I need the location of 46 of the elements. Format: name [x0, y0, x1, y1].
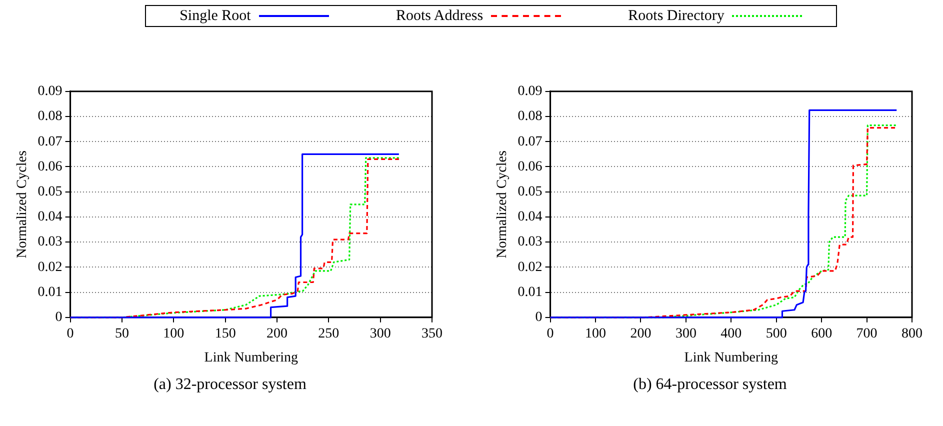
- x-tick-label: 600: [811, 326, 832, 342]
- x-tick-label: 700: [856, 326, 878, 342]
- y-tick-label: 0.05: [518, 184, 542, 200]
- x-tick-label: 200: [266, 326, 288, 342]
- y-tick-label: 0.05: [38, 184, 62, 200]
- x-tick-label: 100: [585, 326, 606, 342]
- x-tick-label: 200: [630, 326, 652, 342]
- y-tick-label: 0: [55, 310, 62, 326]
- y-tick-label: 0.06: [518, 159, 542, 174]
- x-tick-label: 800: [902, 326, 922, 342]
- y-tick-label: 0.03: [518, 234, 542, 250]
- y-tick-label: 0.03: [38, 234, 62, 250]
- y-tick-label: 0.09: [38, 84, 62, 100]
- x-tick-label: 300: [370, 326, 391, 342]
- y-tick-label: 0.08: [38, 109, 62, 124]
- y-tick-label: 0.04: [38, 210, 62, 225]
- x-tick-label: 350: [422, 326, 442, 342]
- y-tick-label: 0.07: [518, 134, 542, 150]
- y-tick-label: 0.06: [38, 159, 62, 174]
- x-tick-label: 0: [546, 326, 554, 342]
- legend-label: Roots Directory: [628, 8, 724, 24]
- x-tick-label: 250: [318, 326, 340, 342]
- y-tick-label: 0: [535, 310, 542, 326]
- x-tick-label: 300: [675, 326, 696, 342]
- y-tick-label: 0.09: [518, 84, 542, 100]
- y-tick-label: 0.07: [38, 134, 62, 150]
- x-axis-title: Link Numbering: [204, 350, 298, 366]
- x-tick-label: 150: [214, 326, 236, 342]
- text: (a) 32-processor system: [152, 376, 308, 394]
- text: (b) 64-processor system: [632, 376, 788, 394]
- y-tick-label: 0.01: [518, 284, 542, 300]
- y-tick-label: 0.01: [38, 284, 62, 300]
- y-axis-title: Normalized Cycles: [15, 150, 30, 258]
- y-tick-label: 0.02: [518, 260, 542, 275]
- legend-label: Roots Address: [396, 8, 484, 24]
- x-tick-label: 500: [766, 326, 787, 342]
- y-axis-title: Normalized Cycles: [495, 150, 510, 258]
- legend-label: Single Root: [180, 8, 251, 24]
- x-tick-label: 400: [720, 326, 742, 342]
- y-tick-label: 0.08: [518, 109, 542, 124]
- y-tick-label: 0.02: [38, 260, 62, 275]
- x-tick-label: 100: [163, 326, 184, 342]
- x-axis-title: Link Numbering: [684, 350, 778, 366]
- y-tick-label: 0.04: [518, 210, 542, 225]
- x-tick-label: 0: [66, 326, 74, 342]
- x-tick-label: 50: [114, 326, 129, 342]
